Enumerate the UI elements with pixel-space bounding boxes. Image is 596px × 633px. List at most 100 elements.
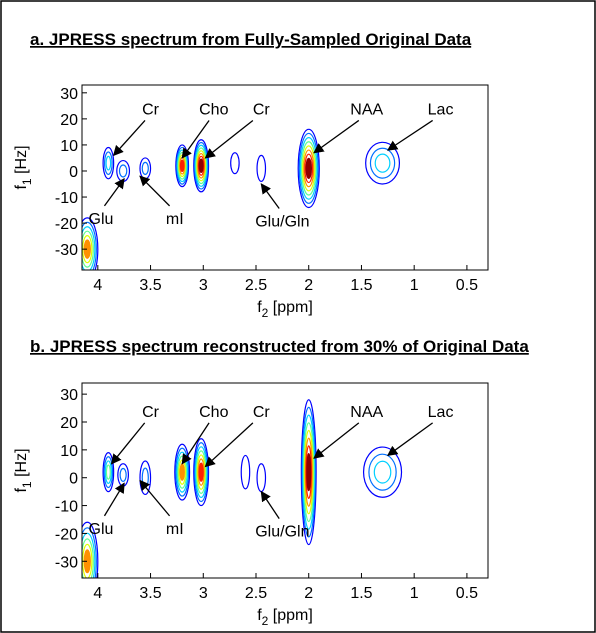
contour-ring xyxy=(194,144,208,187)
annotation-arrow xyxy=(139,479,171,517)
annotation-arrow xyxy=(181,422,210,465)
contour-ring xyxy=(197,152,206,179)
contour-ring xyxy=(306,452,312,492)
contour-ring xyxy=(82,527,97,578)
annotation: Cr xyxy=(142,101,160,118)
contour-ring xyxy=(302,145,316,192)
annotation-arrow xyxy=(386,422,434,457)
x-tick-label: 0.5 xyxy=(456,277,478,294)
y-tick-label: 0 xyxy=(69,164,78,181)
x-axis-label: f2 [ppm] xyxy=(257,607,313,628)
x-tick-label: 1.5 xyxy=(350,277,372,294)
contour-ring xyxy=(302,414,316,530)
contour-ring xyxy=(365,141,401,185)
contour-ring xyxy=(240,454,251,490)
annotation: Cr xyxy=(142,404,160,421)
contour-ring xyxy=(82,521,99,578)
label-part: f xyxy=(13,185,30,190)
annotation-arrow xyxy=(313,119,360,154)
contour-ring xyxy=(374,153,391,173)
x-axis-label: f2 [ppm] xyxy=(257,299,313,320)
annotation-arrow xyxy=(204,119,254,159)
annotation-arrow xyxy=(112,120,146,157)
contour-ring xyxy=(105,155,112,171)
contour-ring xyxy=(104,460,112,484)
y-tick-label: 20 xyxy=(60,415,78,432)
contour-ring xyxy=(369,147,396,179)
y-tick-label: 0 xyxy=(69,471,78,488)
contour-ring xyxy=(303,429,314,515)
contour-ring xyxy=(82,221,97,270)
x-tick-label: 3.5 xyxy=(139,585,161,602)
contour-ring xyxy=(305,157,313,179)
annotation: Cho xyxy=(199,101,228,118)
contour-ring xyxy=(368,453,397,491)
y-tick-label: 30 xyxy=(60,86,78,103)
x-tick-label: 1 xyxy=(410,277,419,294)
annotation-arrow xyxy=(386,119,433,151)
contour-ring xyxy=(298,132,319,204)
contour-ring xyxy=(82,230,94,268)
annotation: Glu/Gln xyxy=(255,524,309,541)
annotation-arrow xyxy=(103,482,125,517)
x-tick-label: 4 xyxy=(93,277,102,294)
label-part: [Hz] xyxy=(13,448,30,481)
contour-ring xyxy=(196,150,207,182)
contours xyxy=(82,399,403,578)
y-tick-label: -30 xyxy=(55,554,78,571)
x-tick-label: 4 xyxy=(93,585,102,602)
y-tick-label: 10 xyxy=(60,138,78,155)
contour-ring xyxy=(300,141,317,196)
contour-ring xyxy=(82,532,96,578)
annotation-arrow xyxy=(260,490,280,520)
contour-ring xyxy=(197,458,205,486)
annotation: mI xyxy=(166,211,184,228)
x-tick-label: 2 xyxy=(304,277,313,294)
annotation: Lac xyxy=(428,101,454,118)
contour-ring xyxy=(194,442,209,503)
contour-ring xyxy=(102,146,115,180)
contour-ring xyxy=(303,422,315,523)
annotation-arrow xyxy=(103,177,125,207)
plot-box xyxy=(81,84,489,271)
annotation: NAA xyxy=(350,404,383,421)
contour-ring xyxy=(230,152,240,175)
annotation: Glu xyxy=(89,521,114,538)
contour-ring xyxy=(195,147,207,185)
y-tick-label: 20 xyxy=(60,112,78,129)
panel-title: a. JPRESS spectrum from Fully-Sampled Or… xyxy=(30,30,472,49)
contour-ring xyxy=(194,446,208,499)
label-part: f xyxy=(257,607,262,624)
contour-ring xyxy=(193,438,210,507)
annotation-arrow xyxy=(181,120,210,159)
contour-ring xyxy=(198,158,204,174)
contour-ring xyxy=(300,399,317,546)
x-tick-label: 1.5 xyxy=(350,585,372,602)
contour-ring xyxy=(176,451,189,493)
annotation-arrow xyxy=(204,422,254,468)
contour-ring xyxy=(301,406,316,538)
contour-ring xyxy=(196,454,206,490)
x-tick-label: 3.5 xyxy=(139,277,161,294)
x-tick-label: 3 xyxy=(199,277,208,294)
annotation: NAA xyxy=(350,101,383,118)
contour-ring xyxy=(197,155,205,176)
contour-ring xyxy=(103,151,113,175)
contour-ring xyxy=(179,159,185,173)
contour-ring xyxy=(105,464,111,480)
label-part: f xyxy=(13,488,30,493)
contour-ring xyxy=(103,456,114,489)
contour-ring xyxy=(193,139,210,193)
contour-ring xyxy=(179,463,185,481)
contour-ring xyxy=(102,452,115,493)
label-sub: 2 xyxy=(262,306,269,320)
annotation: mI xyxy=(166,521,184,538)
annotation-arrow xyxy=(110,422,146,465)
contour-ring xyxy=(304,153,314,184)
panel-title: b. JPRESS spectrum reconstructed from 30… xyxy=(30,337,529,356)
y-tick-label: 10 xyxy=(60,443,78,460)
contour-ring xyxy=(82,217,99,270)
contour-ring xyxy=(305,445,313,499)
